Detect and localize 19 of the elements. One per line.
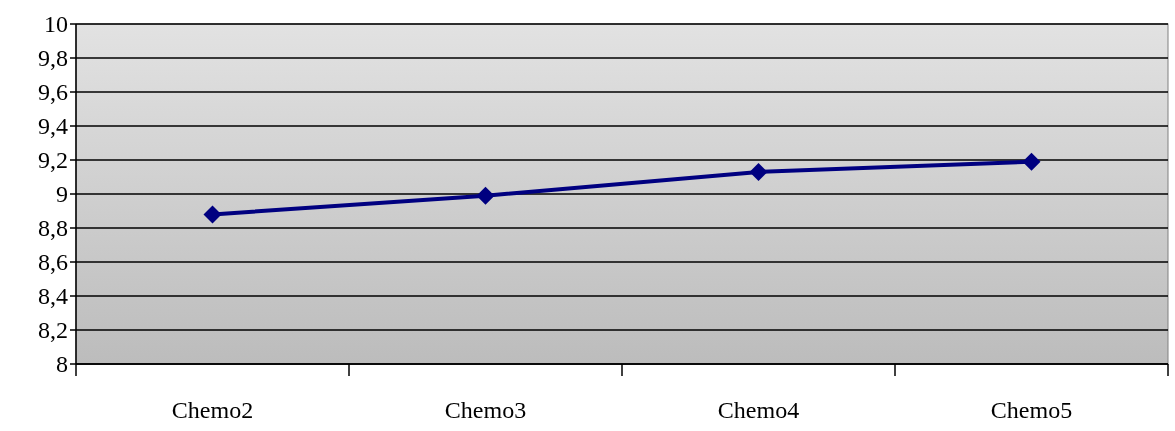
x-tick-label: Chemo5 (990, 397, 1073, 423)
x-tick-label: Chemo3 (444, 397, 527, 423)
x-tick-label: Chemo4 (717, 397, 800, 423)
y-tick-label: 8,6 (38, 249, 68, 276)
y-tick-label: 9,8 (38, 45, 68, 72)
y-tick-label: 9,6 (38, 79, 68, 106)
point (476, 186, 495, 205)
y-tick-label: 9 (56, 181, 68, 208)
y-tick-label: 8,2 (38, 317, 68, 344)
y-tick-label: 8 (56, 351, 68, 378)
y-tick-label: 8,4 (38, 283, 68, 310)
y-tick-label: 8,8 (38, 215, 68, 242)
y-tick-label: 10 (44, 11, 68, 38)
point (1022, 152, 1041, 171)
y-tick-label: 9,4 (38, 113, 68, 140)
x-tick-label: Chemo2 (171, 397, 254, 423)
y-tick-label: 9,2 (38, 147, 68, 174)
point (203, 205, 222, 224)
point (749, 162, 768, 181)
